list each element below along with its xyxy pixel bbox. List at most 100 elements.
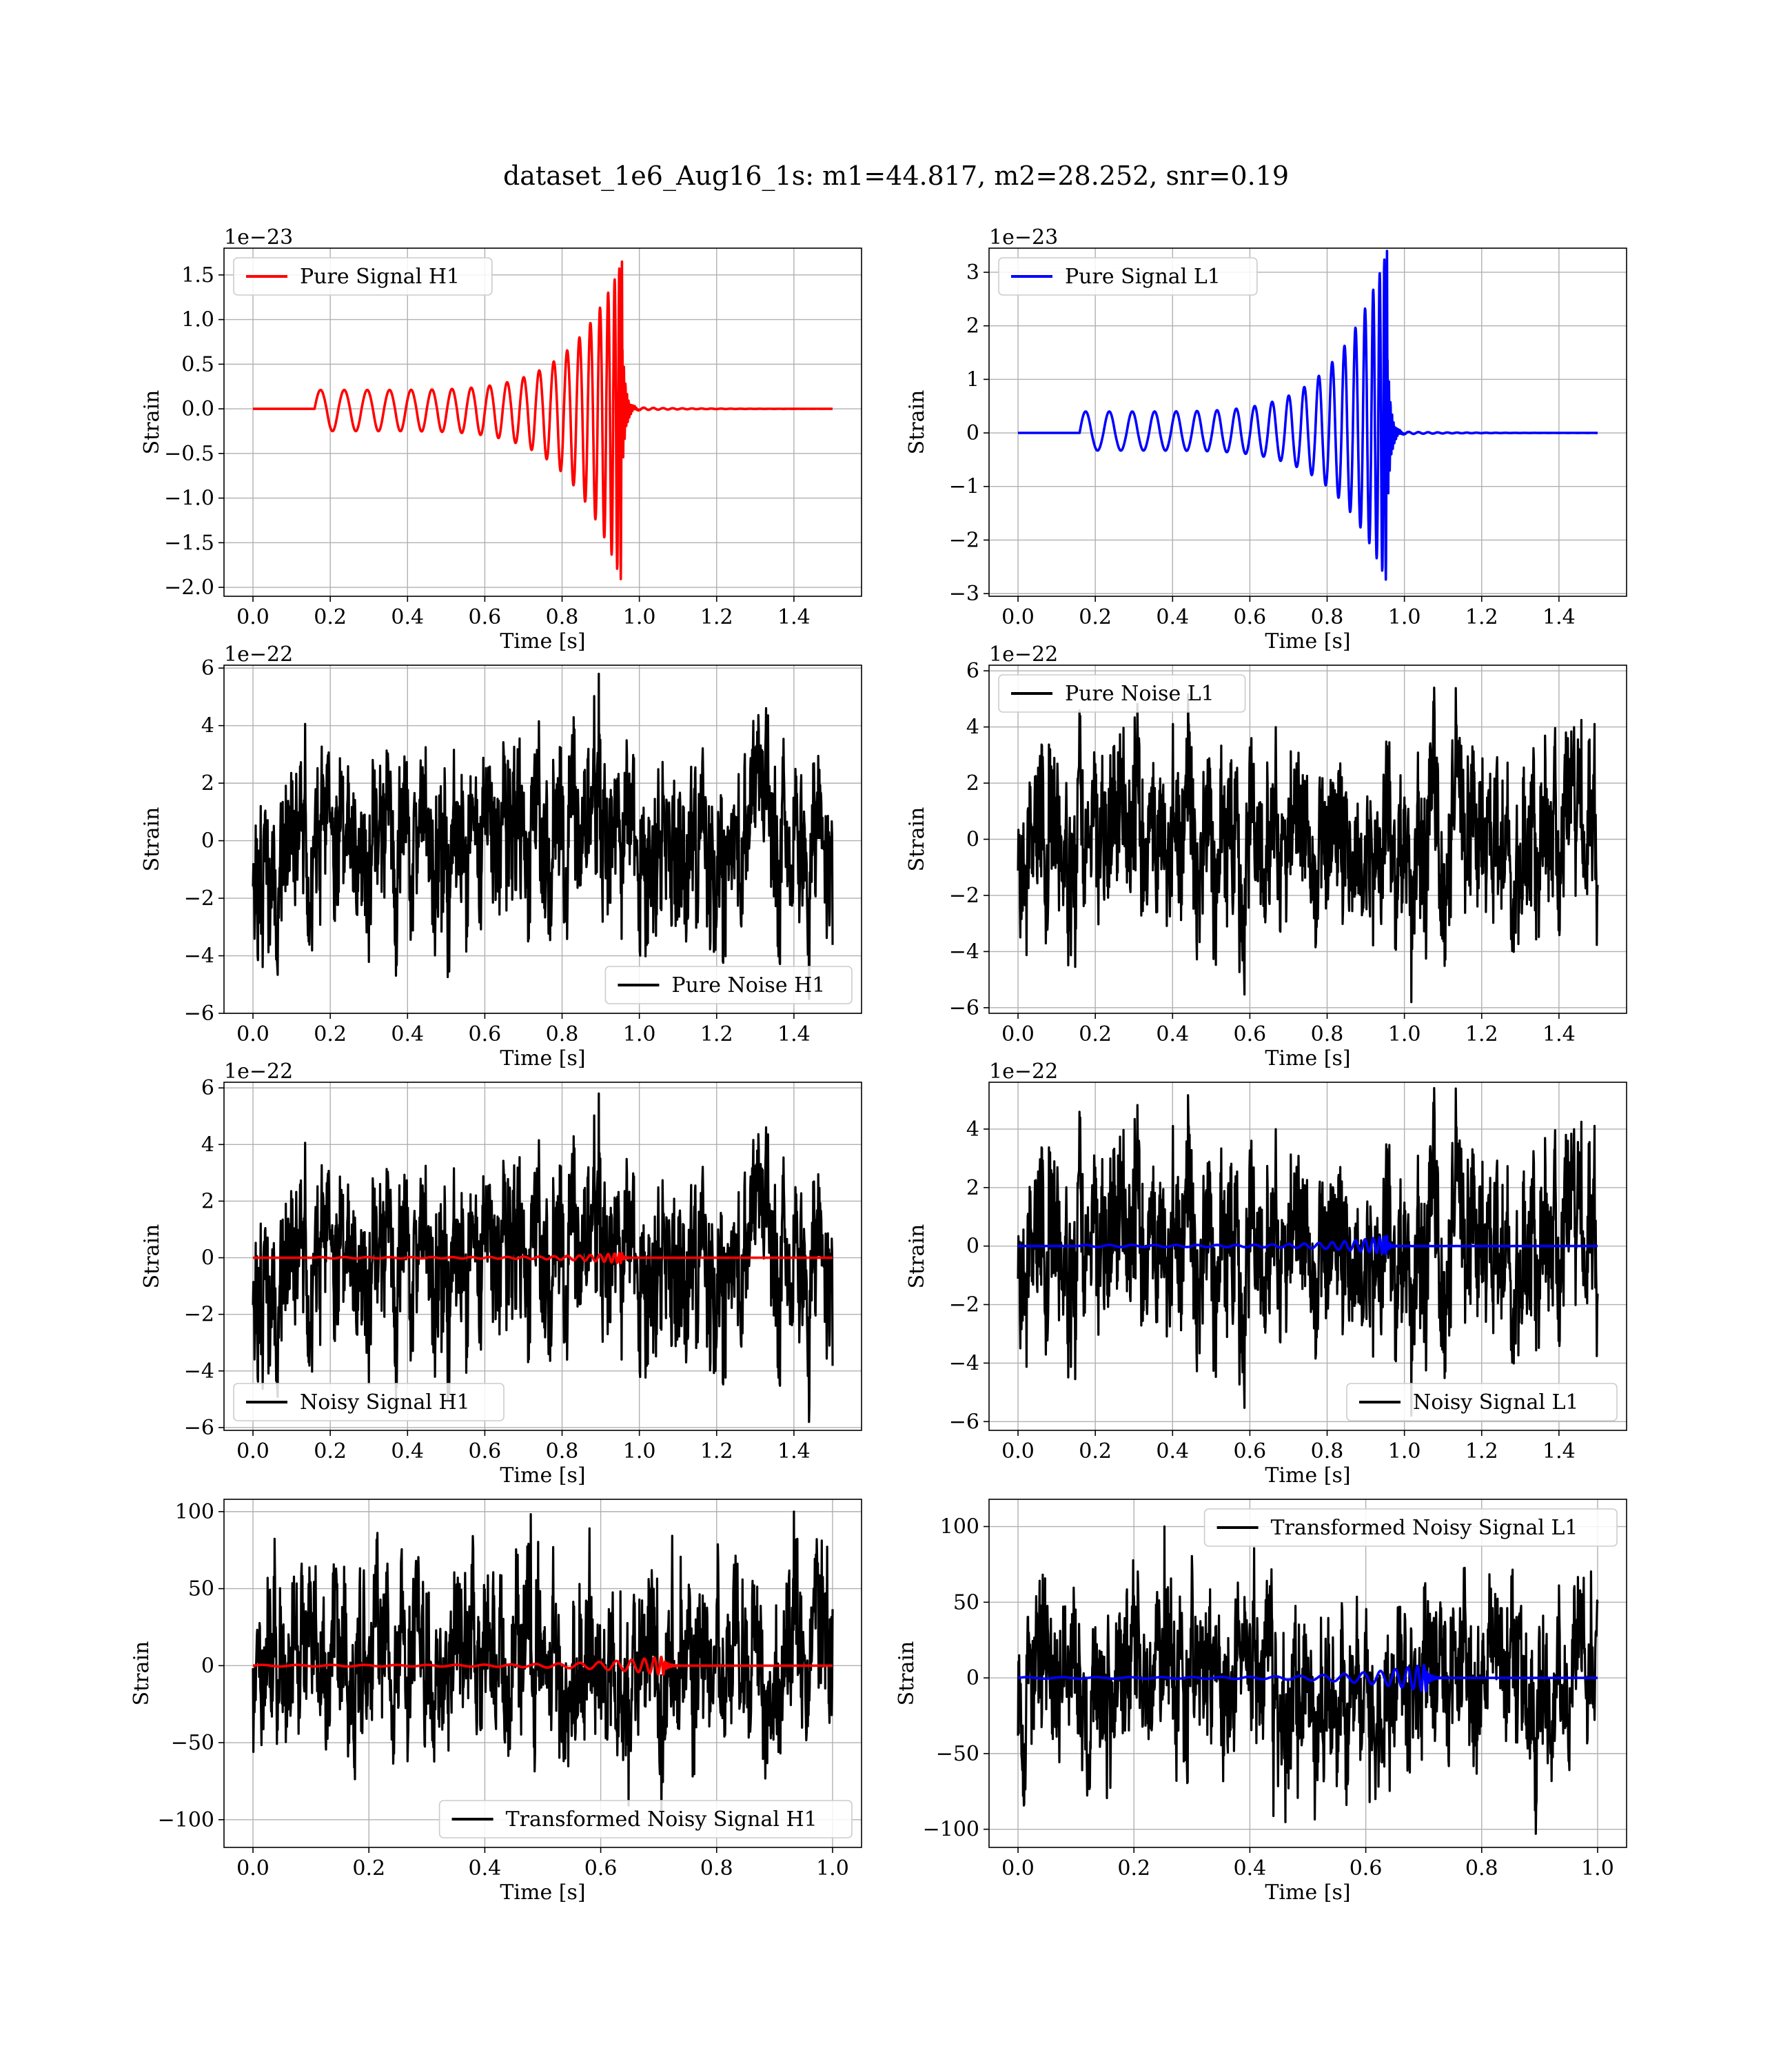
legend-label: Pure Signal H1 — [300, 265, 460, 289]
y-tick-label: 0 — [966, 1666, 979, 1690]
pure-noise-l1-xlabel: Time [s] — [1265, 1046, 1350, 1071]
noisy-signal-h1-ylabel: Strain — [140, 1224, 164, 1289]
y-tick-label: −4 — [184, 1359, 214, 1383]
x-tick-label: 0.0 — [236, 1439, 269, 1463]
legend-label: Pure Noise L1 — [1065, 682, 1214, 706]
legend-box — [438, 1800, 853, 1838]
noisy-signal-l1-series-1-line — [1017, 1235, 1599, 1256]
pure-signal-h1-offset-label: 1e−23 — [224, 225, 293, 250]
x-tick-label: 0.0 — [1001, 605, 1035, 629]
pure-noise-l1-offset-label: 1e−22 — [989, 642, 1058, 667]
x-tick-label: 0.0 — [236, 1856, 269, 1881]
y-tick-label: 1.0 — [181, 308, 214, 332]
y-tick-label: 100 — [940, 1515, 979, 1539]
y-tick-label: 1 — [966, 367, 979, 392]
x-tick-label: 0.4 — [1156, 605, 1189, 629]
x-tick-label: 0.0 — [236, 1022, 269, 1046]
noisy-signal-h1-series-1-line — [252, 1252, 834, 1265]
x-tick-label: 0.8 — [1311, 605, 1344, 629]
x-tick-label: 1.2 — [700, 1022, 733, 1046]
transformed-noisy-signal-h1-series-1-line — [252, 1655, 834, 1676]
legend-label: Transformed Noisy Signal H1 — [506, 1807, 817, 1832]
x-tick-label: 0.6 — [1234, 605, 1267, 629]
noisy-signal-h1-legend: Noisy Signal H1 — [233, 1383, 505, 1421]
legend-label: Noisy Signal H1 — [300, 1390, 470, 1415]
pure-noise-l1-axes: 0.0 0.2 0.4 0.6 0.8 1.0 1.2 1.4 6 4 2 0 −2 −4 −6 Time [… — [905, 642, 1627, 1071]
transformed-noisy-signal-l1-series-1-line — [1017, 1663, 1599, 1693]
pure-signal-h1-ylabel: Strain — [140, 390, 164, 455]
x-tick-label: 0.2 — [1079, 1022, 1112, 1046]
y-tick-label: −2 — [184, 886, 214, 911]
y-tick-label: 2 — [966, 314, 979, 338]
legend-box — [1346, 1383, 1618, 1421]
y-tick-label: 2 — [966, 771, 979, 795]
x-tick-label: 1.0 — [1388, 605, 1421, 629]
y-tick-label: 4 — [966, 716, 979, 740]
x-tick-label: 1.0 — [816, 1856, 849, 1881]
x-tick-label: 0.6 — [1234, 1022, 1267, 1046]
pure-signal-h1-series-0-line — [252, 260, 834, 580]
x-tick-label: 0.8 — [700, 1856, 733, 1881]
y-tick-label: −1 — [949, 475, 979, 499]
x-tick-label: 1.4 — [1542, 605, 1576, 629]
pure-signal-l1-offset-label: 1e−23 — [989, 225, 1058, 250]
x-tick-label: 1.4 — [777, 1439, 811, 1463]
x-tick-label: 1.2 — [1465, 605, 1498, 629]
x-tick-label: 0.4 — [391, 1022, 424, 1046]
y-tick-label: 6 — [201, 656, 214, 680]
y-tick-label: −3 — [949, 582, 979, 606]
pure-noise-h1-frame — [223, 665, 862, 1014]
x-tick-label: 0.2 — [1079, 1439, 1112, 1463]
noisy-signal-l1-plot-area — [1017, 1086, 1599, 1417]
noisy-signal-h1-frame — [223, 1082, 862, 1431]
y-tick-label: 0 — [966, 1235, 979, 1259]
legend-box — [1203, 1508, 1618, 1547]
noisy-signal-h1-xlabel: Time [s] — [500, 1463, 585, 1488]
pure-signal-h1-xlabel: Time [s] — [500, 629, 585, 653]
legend-box — [604, 966, 853, 1004]
y-tick-label: 50 — [953, 1590, 979, 1614]
x-tick-label: 1.4 — [777, 605, 811, 629]
pure-noise-h1-plot-area — [252, 672, 834, 1000]
pure-noise-h1-axes: 0.0 0.2 0.4 0.6 0.8 1.0 1.2 1.4 6 4 2 0 −2 −4 −6 Time [… — [140, 642, 862, 1071]
y-tick-label: −6 — [184, 1002, 214, 1026]
x-tick-label: 0.4 — [391, 605, 424, 629]
y-tick-label: 0.0 — [181, 397, 214, 421]
y-tick-label: −4 — [949, 1351, 979, 1375]
y-tick-label: 0 — [201, 1654, 214, 1678]
legend-box — [233, 1383, 505, 1421]
y-tick-label: −6 — [949, 1410, 979, 1434]
transformed-noisy-signal-l1-legend: Transformed Noisy Signal L1 — [1203, 1508, 1618, 1547]
y-tick-label: 2 — [201, 771, 214, 795]
x-tick-label: 1.4 — [1542, 1022, 1576, 1046]
y-tick-label: −4 — [949, 940, 979, 964]
y-tick-label: 1.5 — [181, 263, 214, 287]
x-tick-label: 1.2 — [700, 605, 733, 629]
x-tick-label: 0.8 — [546, 1439, 579, 1463]
x-tick-label: 0.0 — [1001, 1022, 1035, 1046]
figure-suptitle: dataset_1e6_Aug16_1s: m1=44.817, m2=28.2… — [503, 161, 1289, 192]
legend-box — [998, 674, 1246, 713]
x-tick-label: 1.0 — [623, 1022, 656, 1046]
transformed-noisy-signal-l1-frame — [988, 1499, 1627, 1848]
transformed-noisy-signal-h1-axes: 0.0 0.2 0.4 0.6 0.8 1.0 100 50 0 −50 −100 Time [s] S… — [130, 1499, 862, 1905]
y-tick-label: 3 — [966, 261, 979, 285]
x-tick-label: 1.0 — [1388, 1022, 1421, 1046]
y-tick-label: 0.5 — [181, 352, 214, 376]
x-tick-label: 0.6 — [1350, 1856, 1383, 1881]
y-tick-label: −50 — [936, 1742, 979, 1766]
x-tick-label: 0.2 — [314, 605, 347, 629]
pure-signal-l1-legend: Pure Signal L1 — [998, 257, 1258, 296]
transformed-noisy-signal-l1-xlabel: Time [s] — [1265, 1881, 1350, 1905]
noisy-signal-l1-legend: Noisy Signal L1 — [1346, 1383, 1618, 1421]
y-tick-label: −1.5 — [164, 531, 214, 555]
x-tick-label: 1.0 — [623, 605, 656, 629]
x-tick-label: 0.0 — [1001, 1439, 1035, 1463]
pure-signal-h1-plot-area — [252, 260, 834, 580]
y-tick-label: 2 — [966, 1176, 979, 1200]
legend-box — [233, 257, 493, 296]
pure-signal-l1-plot-area — [1017, 250, 1599, 581]
noisy-signal-l1-frame — [988, 1082, 1627, 1431]
transformed-noisy-signal-h1-xlabel: Time [s] — [500, 1881, 585, 1905]
x-tick-label: 1.0 — [1581, 1856, 1614, 1881]
